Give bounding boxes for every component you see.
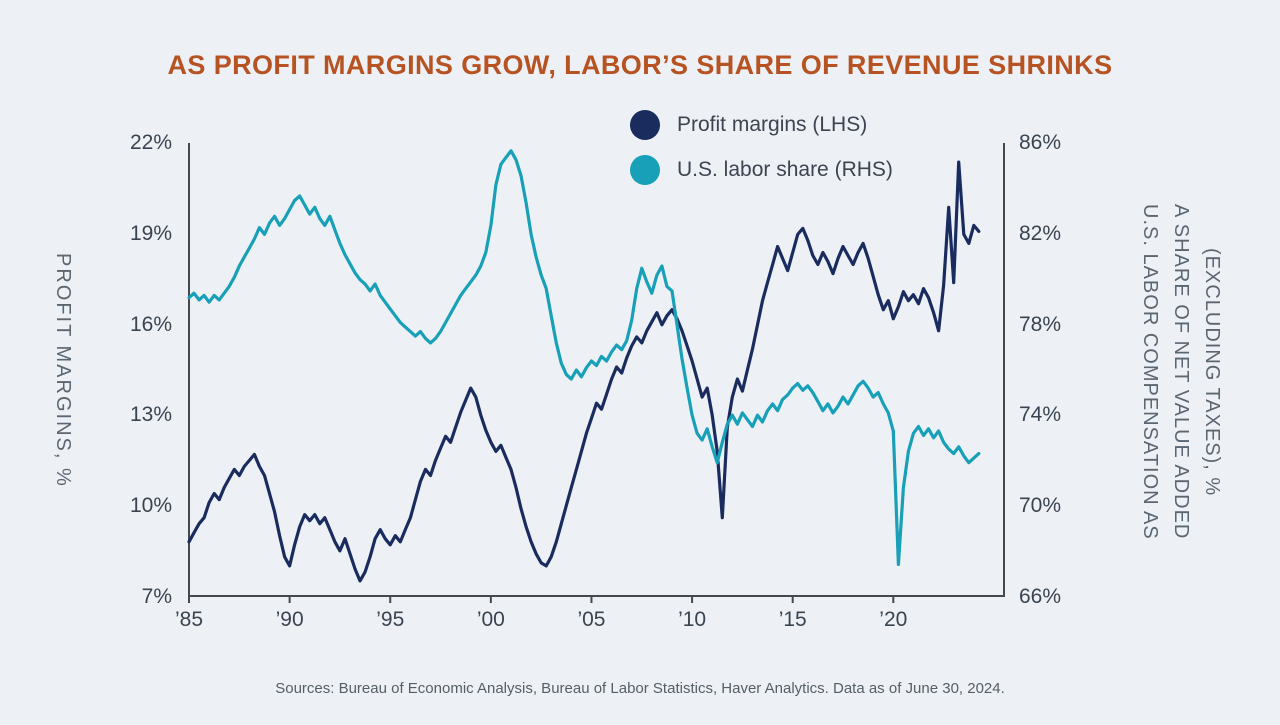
right-axis-tick: 70% <box>1019 494 1062 518</box>
right-axis-tick: 78% <box>1019 312 1062 336</box>
legend-label-profit-margins: Profit margins (LHS) <box>677 113 868 136</box>
x-axis-tick: ’05 <box>577 608 606 631</box>
right-axis-title: U.S. LABOR COMPENSATION AS A SHARE OF NE… <box>1134 138 1227 606</box>
x-axis-tick: ’85 <box>174 608 204 631</box>
left-axis-tick: 16% <box>129 312 172 336</box>
legend-swatch-profit-margins-icon <box>630 110 660 140</box>
legend-item-labor-share: U.S. labor share (RHS) <box>630 155 893 185</box>
left-axis-tick: 13% <box>129 403 172 427</box>
left-axis-tick: 19% <box>129 221 172 245</box>
right-axis-tick: 66% <box>1019 585 1062 608</box>
source-note: Sources: Bureau of Economic Analysis, Bu… <box>275 680 1005 697</box>
x-axis-tick: ’10 <box>678 608 707 631</box>
left-axis-title: PROFIT MARGINS, % <box>52 252 74 488</box>
x-axis-tick: ’95 <box>376 608 405 631</box>
right-axis-tick: 86% <box>1019 131 1062 154</box>
left-axis-tick: 7% <box>141 585 172 608</box>
left-axis-tick: 10% <box>129 494 172 518</box>
chart-title: AS PROFIT MARGINS GROW, LABOR’S SHARE OF… <box>167 50 1113 80</box>
chart-legend: Profit margins (LHS) U.S. labor share (R… <box>630 110 893 200</box>
x-axis-tick: ’90 <box>275 608 304 631</box>
x-axis-tick: ’00 <box>476 608 505 631</box>
left-axis-tick: 22% <box>129 131 172 154</box>
right-axis-title-line: A SHARE OF NET VALUE ADDED <box>1170 204 1192 540</box>
right-axis-tick: 82% <box>1019 221 1062 245</box>
legend-swatch-labor-share-icon <box>630 155 660 185</box>
right-axis-tick: 74% <box>1019 403 1062 427</box>
right-axis-title-line: U.S. LABOR COMPENSATION AS <box>1139 204 1161 540</box>
dual-axis-line-chart <box>187 143 1005 603</box>
x-axis-tick: ’20 <box>879 608 908 631</box>
legend-item-profit-margins: Profit margins (LHS) <box>630 110 893 140</box>
legend-label-labor-share: U.S. labor share (RHS) <box>677 158 893 181</box>
right-axis-title-line: (EXCLUDING TAXES), % <box>1201 247 1223 497</box>
x-axis-tick: ’15 <box>778 608 807 631</box>
